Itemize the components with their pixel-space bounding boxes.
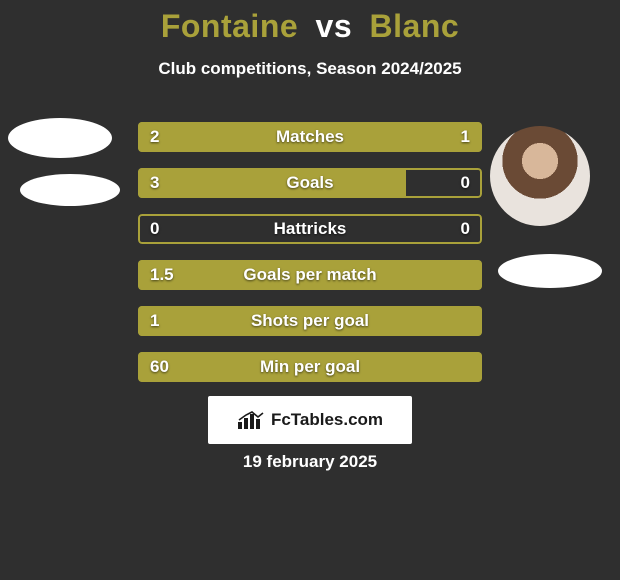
- stat-row: 0 0 Hattricks: [138, 214, 482, 244]
- stat-value-left: 1.5: [150, 265, 174, 285]
- date-text: 19 february 2025: [243, 452, 377, 472]
- player1-avatar-ellipse-bottom: [20, 174, 120, 206]
- stat-label: Goals per match: [243, 265, 376, 285]
- stat-row: 2 1 Matches: [138, 122, 482, 152]
- stat-row: 60 Min per goal: [138, 352, 482, 382]
- stat-fill-left: [138, 168, 406, 198]
- stat-value-right: 0: [461, 219, 470, 239]
- title: Fontaine vs Blanc: [0, 0, 620, 45]
- stat-value-left: 1: [150, 311, 159, 331]
- stat-row: 3 0 Goals: [138, 168, 482, 198]
- stat-label: Matches: [276, 127, 344, 147]
- stat-row: 1.5 Goals per match: [138, 260, 482, 290]
- stat-value-left: 2: [150, 127, 159, 147]
- stat-label: Goals: [286, 173, 333, 193]
- stat-value-right: 0: [461, 173, 470, 193]
- stat-label: Hattricks: [274, 219, 347, 239]
- branding-logo-icon: [237, 410, 265, 430]
- stat-value-left: 3: [150, 173, 159, 193]
- player1-avatar-ellipse-top: [8, 118, 112, 158]
- stat-value-left: 0: [150, 219, 159, 239]
- player2-avatar: [490, 126, 590, 226]
- stat-value-left: 60: [150, 357, 169, 377]
- title-player2: Blanc: [370, 8, 460, 44]
- title-vs: vs: [316, 8, 353, 44]
- title-player1: Fontaine: [161, 8, 298, 44]
- stat-label: Min per goal: [260, 357, 360, 377]
- stats-bars: 2 1 Matches 3 0 Goals 0 0 Hattricks 1.5 Goals per …: [138, 122, 482, 398]
- stat-label: Shots per goal: [251, 311, 369, 331]
- subtitle: Club competitions, Season 2024/2025: [0, 59, 620, 79]
- stat-value-right: 1: [461, 127, 470, 147]
- stat-row: 1 Shots per goal: [138, 306, 482, 336]
- comparison-card: Fontaine vs Blanc Club competitions, Sea…: [0, 0, 620, 496]
- branding-badge: FcTables.com: [208, 396, 412, 444]
- branding-text: FcTables.com: [271, 410, 383, 430]
- player2-avatar-ellipse: [498, 254, 602, 288]
